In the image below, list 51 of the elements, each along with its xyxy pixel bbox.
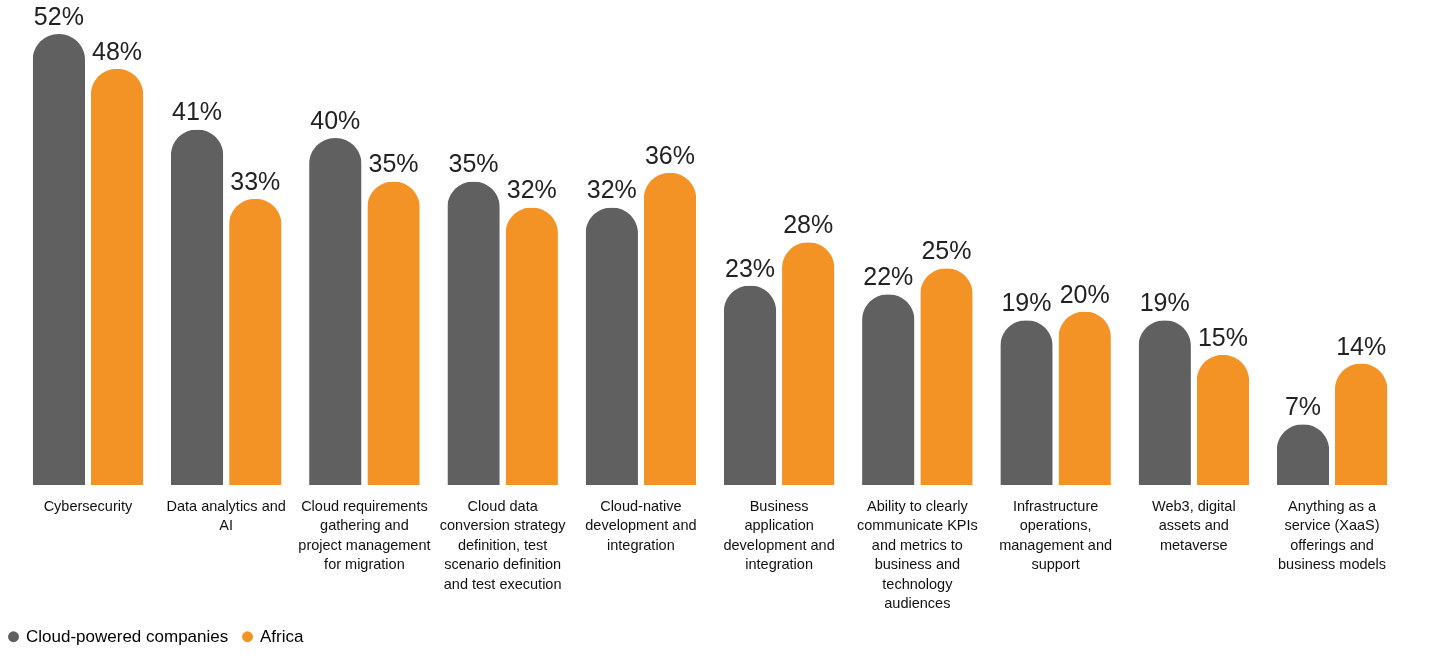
data-label: 28% xyxy=(783,210,834,239)
data-label: 32% xyxy=(506,175,557,204)
bar xyxy=(229,198,282,485)
data-label: 40% xyxy=(310,106,361,135)
data-label: 15% xyxy=(1197,322,1248,351)
legend-label: Africa xyxy=(260,626,304,646)
data-label: 35% xyxy=(448,149,499,178)
data-label: 48% xyxy=(92,36,143,65)
data-label: 7% xyxy=(1284,392,1322,421)
data-label: 41% xyxy=(172,97,223,126)
data-label: 25% xyxy=(921,236,972,265)
bar xyxy=(90,68,144,485)
data-label: 14% xyxy=(1336,331,1387,360)
data-label: 20% xyxy=(1059,279,1110,308)
x-tick-label: Anything as a service (XaaS) offerings and business models xyxy=(1278,497,1387,572)
bar xyxy=(723,285,777,485)
bar xyxy=(920,268,973,485)
x-tick-label: Cloud requirements gathering and project management for migration xyxy=(298,497,431,572)
data-label: 19% xyxy=(1001,288,1052,317)
x-tick-label: Web3, digital assets and metaverse xyxy=(1152,497,1236,553)
bar xyxy=(862,294,915,485)
data-label: 36% xyxy=(644,140,696,169)
bar xyxy=(309,138,362,485)
x-tick-label: Ability to clearly communicate KPIs and metrics to business and technology audiences xyxy=(856,497,978,611)
bar xyxy=(1196,354,1250,485)
data-label: 52% xyxy=(33,2,84,30)
x-tick-label: Cybersecurity xyxy=(43,497,134,514)
bar xyxy=(170,129,224,485)
bar xyxy=(505,207,558,485)
bar xyxy=(447,181,500,485)
legend-label: Cloud-powered companies xyxy=(26,626,229,646)
data-label: 23% xyxy=(724,253,776,282)
x-tick-label: Cloud-native development and integration xyxy=(585,497,697,553)
bar xyxy=(367,181,420,485)
bar xyxy=(1138,320,1191,485)
x-tick-label: Infrastructure operations, management and support xyxy=(999,497,1113,572)
bar xyxy=(1058,311,1111,485)
bar xyxy=(585,207,638,485)
data-label: 19% xyxy=(1139,288,1190,317)
bar xyxy=(32,34,86,485)
bar xyxy=(1334,363,1388,485)
data-label: 32% xyxy=(586,175,637,204)
data-label: 22% xyxy=(863,262,914,291)
data-label: 35% xyxy=(368,149,419,178)
bar xyxy=(643,172,697,485)
x-tick-label: Cloud data conversion strategy definition, test scenario definition and test execution xyxy=(439,497,567,592)
bar xyxy=(1000,320,1053,485)
data-label: 33% xyxy=(230,166,281,195)
bar xyxy=(782,242,835,485)
x-tick-label: Data analytics and AI xyxy=(166,497,286,533)
x-tick-label: Business application development and integration xyxy=(723,497,835,572)
